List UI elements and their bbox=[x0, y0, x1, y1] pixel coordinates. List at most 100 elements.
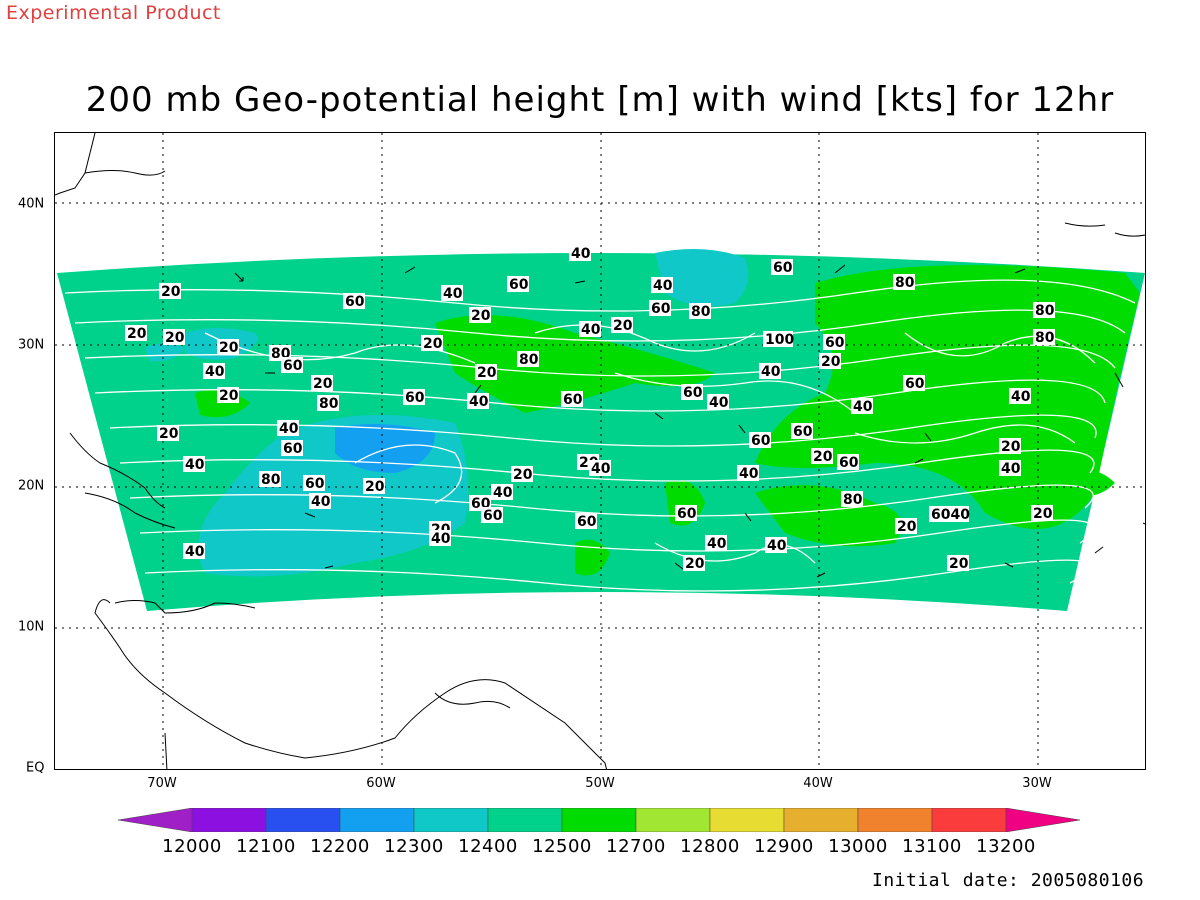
speed-label-20u: 20 bbox=[683, 555, 705, 572]
lat-label-eq: EQ bbox=[26, 760, 45, 776]
svg-text:60: 60 bbox=[651, 301, 671, 317]
speed-label-40c: 40 bbox=[651, 277, 673, 294]
svg-text:20: 20 bbox=[897, 519, 917, 535]
svg-text:40: 40 bbox=[707, 536, 727, 552]
colorbar-swatch-10 bbox=[857, 807, 933, 833]
speed-label-60r: 60 bbox=[675, 505, 697, 522]
colorbar-label-12200: 12200 bbox=[310, 836, 370, 857]
svg-text:40: 40 bbox=[581, 322, 601, 338]
speed-label-40q: 40 bbox=[309, 493, 331, 510]
colorbar-arrow-left bbox=[117, 807, 193, 833]
svg-text:6040: 6040 bbox=[931, 507, 970, 523]
svg-text:20: 20 bbox=[1001, 439, 1021, 455]
speed-label-60l: 60 bbox=[749, 432, 771, 449]
svg-text:40: 40 bbox=[279, 421, 299, 437]
svg-text:20: 20 bbox=[471, 308, 491, 324]
speed-label-20c: 20 bbox=[163, 329, 185, 346]
lat-label-20n: 20N bbox=[18, 478, 45, 494]
svg-text:60: 60 bbox=[825, 335, 845, 351]
speed-label-20i: 20 bbox=[311, 375, 333, 392]
speed-label-20n: 20 bbox=[511, 466, 533, 483]
svg-text:40: 40 bbox=[493, 485, 513, 501]
speed-label-20h: 20 bbox=[819, 353, 841, 370]
colorbar-label-12000: 12000 bbox=[162, 836, 222, 857]
colorbar-label-12800: 12800 bbox=[680, 836, 740, 857]
speed-label-80f: 80 bbox=[517, 351, 539, 368]
svg-text:60: 60 bbox=[345, 294, 365, 310]
colorbar-swatch-9 bbox=[783, 807, 859, 833]
speed-label-20j: 20 bbox=[475, 364, 497, 381]
svg-text:60: 60 bbox=[305, 476, 325, 492]
speed-label-40d: 40 bbox=[579, 321, 601, 338]
speed-label-20a: 20 bbox=[159, 283, 181, 300]
svg-text:20: 20 bbox=[159, 426, 179, 442]
lat-label-10n: 10N bbox=[18, 619, 45, 635]
speed-label-60o: 60 bbox=[303, 475, 325, 492]
wind-arrows bbox=[234, 264, 1124, 578]
speed-label-60q: 60 bbox=[481, 507, 503, 524]
svg-text:80: 80 bbox=[519, 352, 539, 368]
speed-label-40m: 40 bbox=[589, 460, 611, 477]
lon-label-30w: 30W bbox=[1022, 776, 1052, 791]
svg-text:80: 80 bbox=[1035, 303, 1055, 319]
svg-text:20: 20 bbox=[513, 467, 533, 483]
lat-label-40n: 40N bbox=[18, 196, 45, 212]
svg-text:40: 40 bbox=[311, 494, 331, 510]
svg-text:40: 40 bbox=[1001, 461, 1021, 477]
colorbar-label-12100: 12100 bbox=[236, 836, 296, 857]
colorbar-label-13100: 13100 bbox=[902, 836, 962, 857]
lon-label-40w: 40W bbox=[803, 776, 833, 791]
coastlines bbox=[55, 133, 1145, 769]
colorbar-label-12900: 12900 bbox=[754, 836, 814, 857]
svg-text:60: 60 bbox=[773, 260, 793, 276]
colorbar-label-12700: 12700 bbox=[606, 836, 666, 857]
speed-label-60e: 60 bbox=[281, 357, 303, 374]
colorbar-swatch-7 bbox=[635, 807, 711, 833]
svg-text:20: 20 bbox=[477, 365, 497, 381]
svg-text:80: 80 bbox=[1035, 330, 1055, 346]
svg-text:60: 60 bbox=[905, 376, 925, 392]
colorbar-arrow-right bbox=[1005, 807, 1081, 833]
speed-label-20m: 20 bbox=[999, 438, 1021, 455]
speed-label-80b: 80 bbox=[689, 303, 711, 320]
speed-label-60c: 60 bbox=[771, 259, 793, 276]
speed-label-60j: 60 bbox=[681, 384, 703, 401]
svg-text:20: 20 bbox=[613, 318, 633, 334]
svg-text:60: 60 bbox=[751, 433, 771, 449]
speed-label-40k: 40 bbox=[277, 420, 299, 437]
speed-label-80d: 80 bbox=[1033, 329, 1055, 346]
svg-text:60: 60 bbox=[283, 358, 303, 374]
speed-label-60d: 60 bbox=[649, 300, 671, 317]
speed-label-20q: 20 bbox=[363, 478, 385, 495]
svg-text:40: 40 bbox=[571, 246, 591, 262]
colorbar-swatch-4 bbox=[413, 807, 489, 833]
svg-text:40: 40 bbox=[443, 286, 463, 302]
svg-text:60: 60 bbox=[677, 506, 697, 522]
speed-label-60s: 60 bbox=[575, 513, 597, 530]
height-field-green-central bbox=[435, 315, 715, 413]
speed-label-20k: 20 bbox=[217, 387, 239, 404]
speed-label-40o: 40 bbox=[999, 460, 1021, 477]
colorbar-swatch-6 bbox=[561, 807, 637, 833]
colorbar-swatch-8 bbox=[709, 807, 785, 833]
svg-text:40: 40 bbox=[767, 538, 787, 554]
svg-text:20: 20 bbox=[813, 449, 833, 465]
speed-label-60g: 60 bbox=[903, 375, 925, 392]
height-field-green-small-2 bbox=[575, 539, 610, 576]
speed-label-60k: 60 bbox=[281, 440, 303, 457]
speed-label-100: 100 bbox=[763, 331, 794, 348]
svg-text:40: 40 bbox=[431, 531, 451, 547]
svg-text:80: 80 bbox=[895, 275, 915, 291]
svg-text:80: 80 bbox=[691, 304, 711, 320]
speed-label-80i: 80 bbox=[841, 491, 863, 508]
speed-label-60b: 60 bbox=[507, 276, 529, 293]
speed-labels: 20 20 20 60 40 60 40 40 60 80 20 60 80 4… bbox=[125, 245, 1055, 572]
speed-label-60a: 60 bbox=[343, 293, 365, 310]
speed-label-40u: 40 bbox=[183, 543, 205, 560]
svg-text:60: 60 bbox=[563, 392, 583, 408]
speed-label-60h: 60 bbox=[403, 389, 425, 406]
svg-text:80: 80 bbox=[843, 492, 863, 508]
colorbar-swatch-2 bbox=[265, 807, 341, 833]
map-panel: 20 20 20 60 40 60 40 40 60 80 20 60 80 4… bbox=[54, 132, 1146, 770]
speed-label-20p: 20 bbox=[811, 448, 833, 465]
